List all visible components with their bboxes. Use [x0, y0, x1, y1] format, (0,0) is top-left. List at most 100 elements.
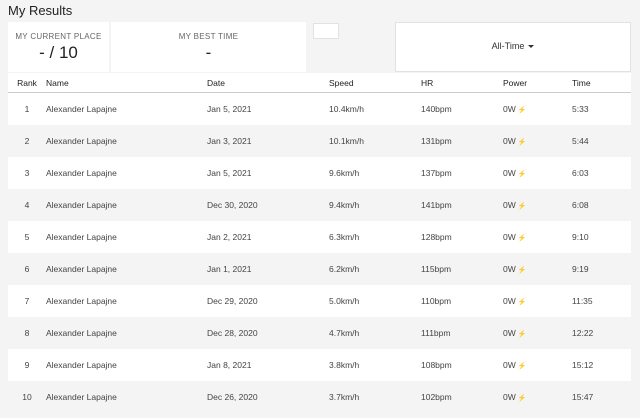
time-cell: 12:22: [572, 317, 631, 349]
date-link[interactable]: Jan 5, 2021: [207, 168, 252, 178]
column-header-date[interactable]: Date: [207, 73, 329, 93]
table-row: 8 Alexander Lapajne Dec 28, 2020 4.7km/h…: [8, 317, 631, 349]
name-cell: Alexander Lapajne: [46, 285, 207, 317]
lightning-bolt-icon: ⚡: [517, 395, 527, 402]
date-link[interactable]: Jan 1, 2021: [207, 264, 252, 274]
power-cell: 0W ⚡: [503, 285, 572, 317]
time-filter-panel: All-Time: [395, 22, 631, 72]
date-cell: Jan 5, 2021: [207, 92, 329, 125]
current-place-card: MY CURRENT PLACE - / 10: [8, 22, 109, 72]
lightning-bolt-icon: ⚡: [517, 235, 527, 242]
hr-cell: 140bpm: [421, 92, 503, 125]
lightning-bolt-icon: ⚡: [517, 331, 527, 338]
current-place-label: MY CURRENT PLACE: [15, 32, 102, 41]
lightning-bolt-icon: ⚡: [517, 107, 527, 114]
table-row: 7 Alexander Lapajne Dec 29, 2020 5.0km/h…: [8, 285, 631, 317]
rank-cell: 2: [8, 125, 46, 157]
hr-cell: 111bpm: [421, 317, 503, 349]
name-cell: Alexander Lapajne: [46, 381, 207, 413]
speed-cell: 4.7km/h: [329, 317, 421, 349]
power-value: 0W: [503, 264, 516, 274]
chevron-down-icon: [528, 45, 535, 49]
power-value: 0W: [503, 296, 516, 306]
name-cell: Alexander Lapajne: [46, 157, 207, 189]
date-cell: Dec 29, 2020: [207, 285, 329, 317]
speed-cell: 6.2km/h: [329, 253, 421, 285]
power-value: 0W: [503, 392, 516, 402]
hr-cell: 108bpm: [421, 349, 503, 381]
speed-cell: 3.8km/h: [329, 349, 421, 381]
date-link[interactable]: Jan 8, 2021: [207, 360, 252, 370]
lightning-bolt-icon: ⚡: [517, 203, 527, 210]
power-value: 0W: [503, 168, 516, 178]
power-value: 0W: [503, 104, 516, 114]
speed-cell: 6.3km/h: [329, 221, 421, 253]
rank-cell: 7: [8, 285, 46, 317]
time-cell: 9:19: [572, 253, 631, 285]
power-cell: 0W ⚡: [503, 349, 572, 381]
table-row: 6 Alexander Lapajne Jan 1, 2021 6.2km/h …: [8, 253, 631, 285]
date-cell: Jan 1, 2021: [207, 253, 329, 285]
name-cell: Alexander Lapajne: [46, 221, 207, 253]
date-link[interactable]: Dec 29, 2020: [207, 296, 258, 306]
power-value: 0W: [503, 328, 516, 338]
power-cell: 0W ⚡: [503, 317, 572, 349]
date-link[interactable]: Jan 2, 2021: [207, 232, 252, 242]
hr-cell: 102bpm: [421, 381, 503, 413]
date-link[interactable]: Dec 26, 2020: [207, 392, 258, 402]
power-value: 0W: [503, 232, 516, 242]
power-cell: 0W ⚡: [503, 381, 572, 413]
rank-cell: 5: [8, 221, 46, 253]
best-time-label: MY BEST TIME: [178, 32, 239, 41]
date-cell: Jan 8, 2021: [207, 349, 329, 381]
time-cell: 11:35: [572, 285, 631, 317]
hr-cell: 131bpm: [421, 125, 503, 157]
best-time-value: -: [205, 43, 212, 62]
time-cell: 5:33: [572, 92, 631, 125]
power-cell: 0W ⚡: [503, 125, 572, 157]
table-row: 2 Alexander Lapajne Jan 3, 2021 10.1km/h…: [8, 125, 631, 157]
name-cell: Alexander Lapajne: [46, 253, 207, 285]
rank-cell: 4: [8, 189, 46, 221]
table-row: 10 Alexander Lapajne Dec 26, 2020 3.7km/…: [8, 381, 631, 413]
speed-cell: 3.7km/h: [329, 381, 421, 413]
speed-cell: 5.0km/h: [329, 285, 421, 317]
column-header-rank[interactable]: Rank: [8, 73, 46, 93]
lightning-bolt-icon: ⚡: [517, 139, 527, 146]
date-link[interactable]: Jan 3, 2021: [207, 136, 252, 146]
column-header-power[interactable]: Power: [503, 73, 572, 93]
date-link[interactable]: Dec 28, 2020: [207, 328, 258, 338]
column-header-speed[interactable]: Speed: [329, 73, 421, 93]
time-filter-value: All-Time: [491, 41, 525, 51]
table-row: 1 Alexander Lapajne Jan 5, 2021 10.4km/h…: [8, 92, 631, 125]
page-title: My Results: [8, 3, 73, 18]
column-header-time[interactable]: Time: [572, 73, 631, 93]
time-cell: 6:08: [572, 189, 631, 221]
time-cell: 6:03: [572, 157, 631, 189]
time-cell: 5:44: [572, 125, 631, 157]
speed-cell: 9.6km/h: [329, 157, 421, 189]
table-row: 9 Alexander Lapajne Jan 8, 2021 3.8km/h …: [8, 349, 631, 381]
hr-cell: 137bpm: [421, 157, 503, 189]
lightning-bolt-icon: ⚡: [517, 267, 527, 274]
table-row: 5 Alexander Lapajne Jan 2, 2021 6.3km/h …: [8, 221, 631, 253]
name-cell: Alexander Lapajne: [46, 125, 207, 157]
results-table: Rank Name Date Speed HR Power Time 1 Ale…: [8, 73, 631, 413]
date-cell: Jan 2, 2021: [207, 221, 329, 253]
blank-box: [313, 23, 339, 39]
time-filter-dropdown[interactable]: All-Time: [396, 41, 630, 51]
lightning-bolt-icon: ⚡: [517, 363, 527, 370]
hr-cell: 115bpm: [421, 253, 503, 285]
speed-cell: 9.4km/h: [329, 189, 421, 221]
column-header-name[interactable]: Name: [46, 73, 207, 93]
date-link[interactable]: Jan 5, 2021: [207, 104, 252, 114]
table-row: 3 Alexander Lapajne Jan 5, 2021 9.6km/h …: [8, 157, 631, 189]
date-link[interactable]: Dec 30, 2020: [207, 200, 258, 210]
rank-cell: 1: [8, 92, 46, 125]
time-cell: 15:47: [572, 381, 631, 413]
column-header-hr[interactable]: HR: [421, 73, 503, 93]
hr-cell: 141bpm: [421, 189, 503, 221]
current-place-value: - / 10: [39, 43, 78, 62]
time-cell: 9:10: [572, 221, 631, 253]
date-cell: Dec 26, 2020: [207, 381, 329, 413]
